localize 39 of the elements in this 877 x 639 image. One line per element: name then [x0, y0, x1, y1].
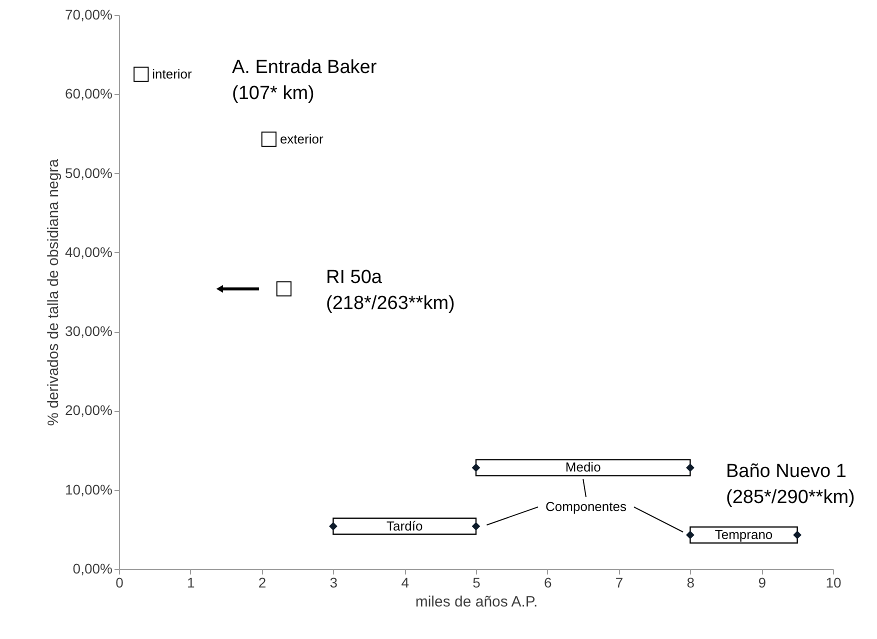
- x-tick-label: 1: [187, 574, 195, 590]
- y-tick-label: 30,00%: [65, 323, 112, 340]
- y-axis-title: % derivados de talla de obsidiana negra: [45, 158, 62, 426]
- y-tick-label: 0,00%: [72, 560, 112, 576]
- y-tick-label: 20,00%: [65, 402, 112, 418]
- point: [472, 464, 480, 472]
- y-tick-label: 10,00%: [65, 481, 112, 498]
- point: [686, 464, 694, 472]
- x-tick-label: 8: [686, 574, 695, 590]
- annotation: A. Entrada Baker (107* km): [232, 57, 378, 104]
- point: [261, 132, 277, 147]
- x-tick-label: 3: [330, 574, 338, 590]
- point: [329, 522, 338, 530]
- x-tick-label: 6: [544, 574, 552, 590]
- x-tick-label: 4: [401, 574, 410, 590]
- point: [793, 530, 802, 540]
- y-tick-label: 40,00%: [65, 244, 112, 260]
- annotation: RI 50a (218*/263**km): [326, 267, 455, 314]
- x-tick-label: 10: [826, 574, 842, 590]
- annotation: Tardío: [386, 518, 423, 534]
- x-tick-label: 7: [615, 574, 624, 590]
- x-tick-label: 9: [758, 574, 766, 590]
- point: [134, 66, 149, 82]
- data-label: exterior: [280, 131, 324, 146]
- x-tick-label: 0: [116, 574, 124, 590]
- y-tick-label: 50,00%: [65, 164, 112, 181]
- y-tick-label: 60,00%: [65, 86, 112, 102]
- annotation: Componentes: [546, 499, 627, 514]
- point: [276, 281, 292, 296]
- y-tick-label: 70,00%: [65, 6, 112, 22]
- annotation: Baño Nuevo 1 (285*/290**km): [726, 461, 855, 508]
- x-tick-label: 2: [258, 574, 266, 590]
- x-tick-label: 5: [472, 574, 481, 590]
- annotation: Temprano: [714, 526, 773, 542]
- data-label: interior: [152, 66, 193, 82]
- x-axis-title: miles de años A.P.: [415, 594, 538, 610]
- point: [472, 522, 480, 530]
- annotation: Medio: [565, 460, 601, 475]
- point: [686, 530, 694, 540]
